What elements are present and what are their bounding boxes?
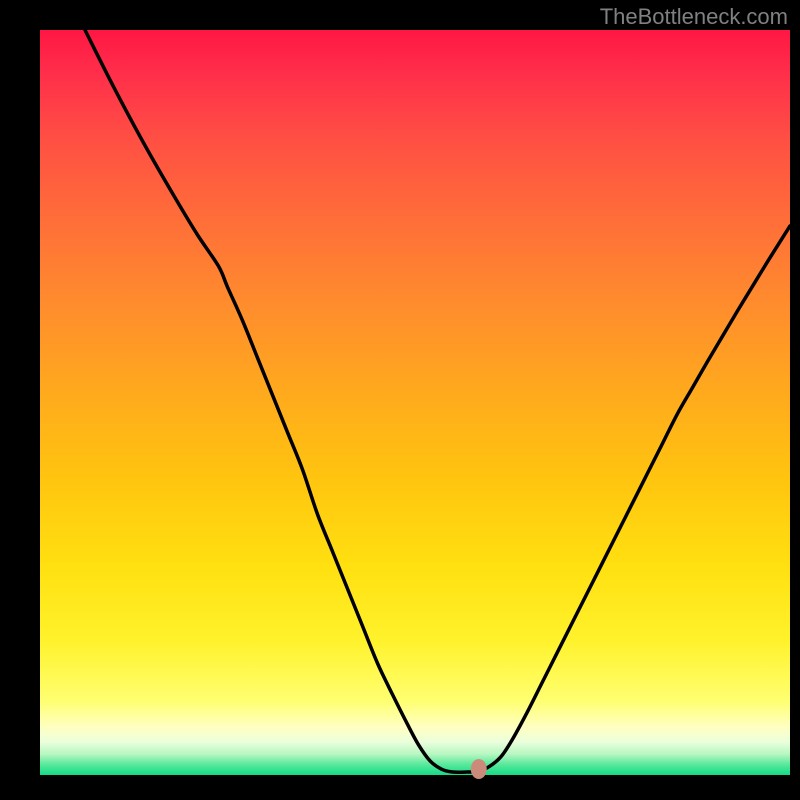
gradient-background (40, 30, 790, 775)
watermark-text: TheBottleneck.com (600, 4, 788, 30)
bottleneck-curve-chart (0, 0, 800, 800)
optimal-point-marker (471, 759, 487, 779)
chart-container: TheBottleneck.com (0, 0, 800, 800)
